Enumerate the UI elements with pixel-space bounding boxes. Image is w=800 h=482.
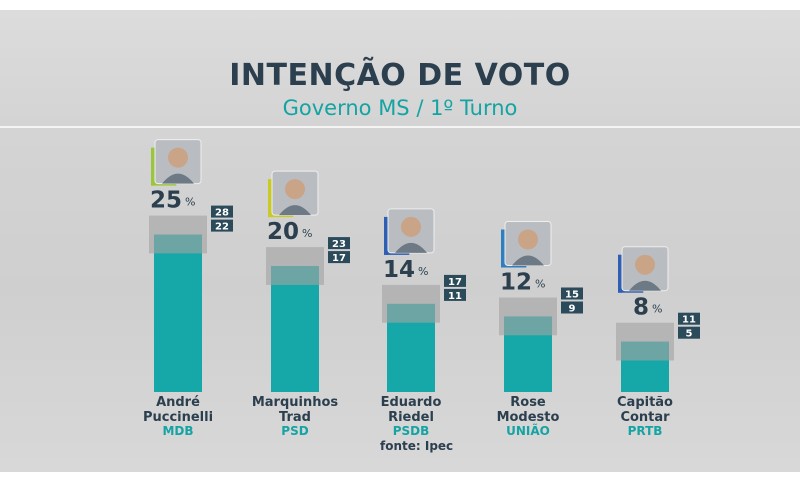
header-divider — [0, 126, 800, 128]
candidate-name: Contar — [620, 410, 670, 425]
interval-band — [382, 284, 440, 323]
upper-bound-box — [328, 237, 350, 250]
photo-accent — [501, 229, 505, 268]
lower-bound-box — [561, 301, 583, 314]
chart-title: INTENÇÃO DE VOTO — [229, 58, 571, 93]
avatar-head-icon — [168, 147, 188, 168]
percent-sign: % — [418, 265, 428, 278]
avatar-body-icon — [279, 205, 311, 216]
chart-subtitle: Governo MS / 1º Turno — [282, 96, 518, 120]
photo-accent — [151, 147, 155, 186]
candidate-name: Capitão — [617, 395, 673, 410]
interval-band — [616, 322, 674, 361]
candidate-name: Rose — [510, 395, 546, 410]
avatar-body-icon — [512, 255, 544, 266]
value-label: 25 — [150, 188, 182, 214]
lower-bound-label: 22 — [215, 222, 229, 233]
percent-sign: % — [185, 196, 195, 209]
lower-bound-box — [211, 219, 233, 232]
value-label: 20 — [267, 219, 299, 245]
upper-bound-box — [211, 205, 233, 218]
lower-bound-box — [444, 288, 466, 301]
lower-bound-box — [678, 326, 700, 339]
value-label: 8 — [633, 295, 649, 321]
photo-accent — [268, 179, 272, 218]
upper-bound-label: 11 — [682, 315, 696, 326]
upper-bound-box — [444, 274, 466, 287]
avatar-body-icon — [629, 280, 661, 291]
avatar-body-icon — [395, 242, 427, 253]
upper-bound-label: 28 — [215, 208, 229, 219]
lower-bound-label: 17 — [332, 253, 346, 264]
candidate-name: Marquinhos — [252, 395, 339, 410]
upper-bound-label: 15 — [565, 290, 579, 301]
upper-bound-label: 17 — [448, 277, 462, 288]
interval-band — [149, 215, 207, 254]
upper-bound-box — [561, 287, 583, 300]
source-note: fonte: Ipec — [380, 439, 454, 453]
bar — [154, 234, 202, 392]
lower-bound-label: 11 — [448, 291, 462, 302]
party-label: MDB — [162, 424, 193, 438]
avatar-head-icon — [285, 179, 305, 200]
candidate-name: Riedel — [388, 410, 434, 425]
interval-band — [266, 247, 324, 285]
photo-accent — [384, 216, 388, 255]
photo-accent — [618, 254, 622, 293]
interval-band — [499, 297, 557, 336]
upper-bound-box — [678, 312, 700, 325]
lower-bound-label: 9 — [569, 304, 576, 315]
candidate-name: Eduardo — [381, 395, 442, 410]
candidate-name: Modesto — [497, 410, 560, 425]
candidate-name: André — [156, 395, 200, 410]
value-label: 12 — [500, 270, 532, 296]
value-label: 14 — [383, 257, 415, 283]
bar — [271, 266, 319, 392]
lower-bound-box — [328, 251, 350, 264]
party-label: PRTB — [628, 424, 663, 438]
percent-sign: % — [652, 303, 662, 316]
party-label: PSD — [281, 424, 308, 438]
party-label: PSDB — [393, 424, 430, 438]
candidate-name: Puccinelli — [143, 410, 213, 425]
candidate-name: Trad — [279, 410, 311, 425]
avatar-head-icon — [401, 216, 421, 237]
percent-sign: % — [535, 278, 545, 291]
avatar-head-icon — [635, 254, 655, 275]
party-label: UNIÃO — [506, 423, 550, 438]
avatar-head-icon — [518, 229, 538, 250]
upper-bound-label: 23 — [332, 239, 346, 250]
avatar-body-icon — [162, 173, 194, 184]
lower-bound-label: 5 — [686, 329, 693, 340]
percent-sign: % — [302, 227, 312, 240]
